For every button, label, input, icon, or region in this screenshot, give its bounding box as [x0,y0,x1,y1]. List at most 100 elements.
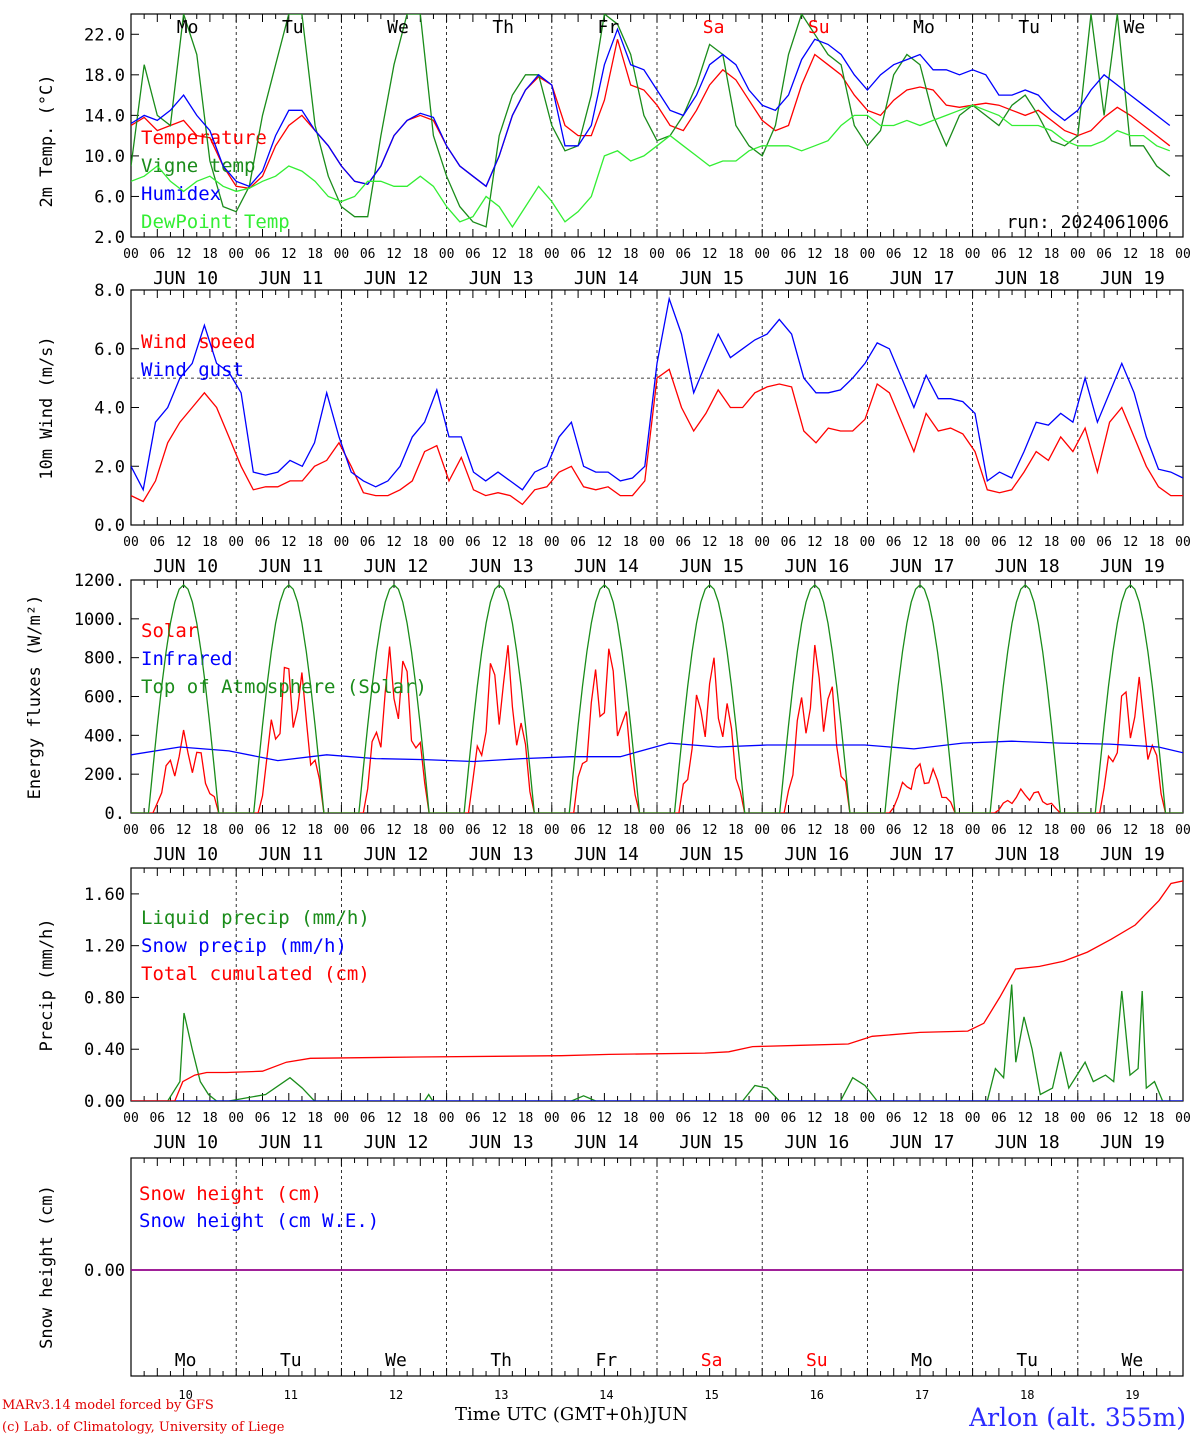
hour-tick-label: 18 [202,247,218,262]
hour-tick-label: 12 [386,247,402,262]
y-tick-label: 6.0 [94,340,125,360]
hour-tick-label: 12 [1017,535,1033,550]
weekday-label-bottom: Sa [701,1350,723,1371]
y-tick-label: 800. [84,649,125,669]
weekday-label-bottom: Tu [1016,1350,1038,1371]
hour-tick-label: 00 [754,823,770,838]
legend-entry: Humidex [141,183,221,205]
hour-tick-label: 00 [1070,823,1086,838]
y-tick-label: 200. [84,765,125,785]
hour-tick-label: 12 [1123,535,1139,550]
hour-tick-label: 12 [386,1111,402,1126]
date-label: JUN 15 [679,1132,744,1153]
date-label: JUN 18 [995,556,1060,577]
hour-tick-label: 18 [728,535,744,550]
series-line-humidex [131,27,1171,188]
weekday-label-top: Mo [177,17,199,38]
hour-tick-label: 18 [518,247,534,262]
hour-tick-label: 18 [412,535,428,550]
y-tick-label: 600. [84,688,125,708]
hour-tick-label: 12 [1017,247,1033,262]
hour-tick-label: 00 [123,535,139,550]
date-label: JUN 16 [784,268,849,289]
hour-tick-label: 18 [728,247,744,262]
hour-tick-label: 00 [1175,823,1191,838]
y-axis-label: Precip (mm/h) [37,918,57,1051]
hour-tick-label: 06 [149,247,165,262]
hour-tick-label: 06 [255,247,271,262]
hour-tick-label: 12 [491,1111,507,1126]
hour-tick-label: 06 [781,535,797,550]
date-label: JUN 12 [363,556,428,577]
date-label: JUN 15 [679,268,744,289]
hour-tick-label: 06 [360,823,376,838]
date-label: JUN 11 [258,1132,323,1153]
date-label: JUN 14 [574,844,639,865]
hour-tick-label: 00 [649,1111,665,1126]
hour-tick-label: 06 [991,247,1007,262]
date-label: JUN 17 [889,1132,954,1153]
hour-tick-label: 06 [360,1111,376,1126]
series-line-solar [131,644,1183,813]
hour-tick-label: 06 [570,823,586,838]
weekday-label-bottom: We [385,1350,407,1371]
hour-tick-label: 18 [202,823,218,838]
hour-tick-label: 18 [833,1111,849,1126]
date-label: JUN 18 [995,268,1060,289]
hour-tick-label: 12 [807,247,823,262]
y-tick-label: 14.0 [84,106,125,126]
hour-tick-label: 12 [597,823,613,838]
y-tick-label: 0.00 [84,1261,125,1281]
hour-tick-label: 00 [334,1111,350,1126]
hour-tick-label: 12 [176,535,192,550]
y-tick-label: 8.0 [94,281,125,301]
hour-tick-label: 00 [754,1111,770,1126]
hour-tick-label: 00 [860,823,876,838]
date-label: JUN 17 [889,556,954,577]
legend-entry: Snow height (cm W.E.) [139,1210,379,1232]
hour-tick-label: 00 [439,535,455,550]
weekday-label-top: We [387,17,409,38]
date-label: JUN 11 [258,268,323,289]
hour-tick-label: 00 [228,823,244,838]
date-label: JUN 12 [363,268,428,289]
hour-tick-label: 12 [386,535,402,550]
hour-tick-label: 18 [1149,247,1165,262]
series-line-wind-speed [131,368,1183,506]
weekday-label-bottom: Tu [280,1350,302,1371]
hour-tick-label: 00 [123,823,139,838]
date-label: JUN 11 [258,844,323,865]
hour-tick-label: 18 [412,1111,428,1126]
hour-tick-label: 00 [439,1111,455,1126]
date-label: JUN 10 [153,268,218,289]
y-tick-label: 1000. [74,610,125,630]
weekday-label-top: Fr [598,17,620,38]
y-tick-label: 1200. [74,571,125,591]
y-tick-label: 6.0 [94,187,125,207]
hour-tick-label: 18 [938,823,954,838]
hour-tick-label: 18 [307,823,323,838]
day-number-label: 12 [389,1388,403,1402]
hour-tick-label: 06 [886,1111,902,1126]
hour-tick-label: 18 [518,535,534,550]
hour-tick-label: 18 [518,1111,534,1126]
hour-tick-label: 12 [176,247,192,262]
hour-tick-label: 12 [597,247,613,262]
date-label: JUN 10 [153,844,218,865]
weekday-label-top: Tu [282,17,304,38]
hour-tick-label: 18 [833,823,849,838]
hour-tick-label: 06 [675,823,691,838]
hour-tick-label: 18 [623,1111,639,1126]
hour-tick-label: 12 [597,535,613,550]
weekday-label-bottom: We [1122,1350,1144,1371]
hour-tick-label: 06 [781,1111,797,1126]
hour-tick-label: 12 [702,247,718,262]
legend-entry: Top of Atmosphere (Solar) [141,676,427,698]
legend-entry: Temperature [141,127,267,149]
hour-tick-label: 12 [807,535,823,550]
day-number-label: 11 [284,1388,298,1402]
legend-entry: Vigne temp [141,155,255,177]
hour-tick-label: 00 [228,247,244,262]
hour-tick-label: 00 [228,535,244,550]
date-label: JUN 19 [1100,556,1165,577]
